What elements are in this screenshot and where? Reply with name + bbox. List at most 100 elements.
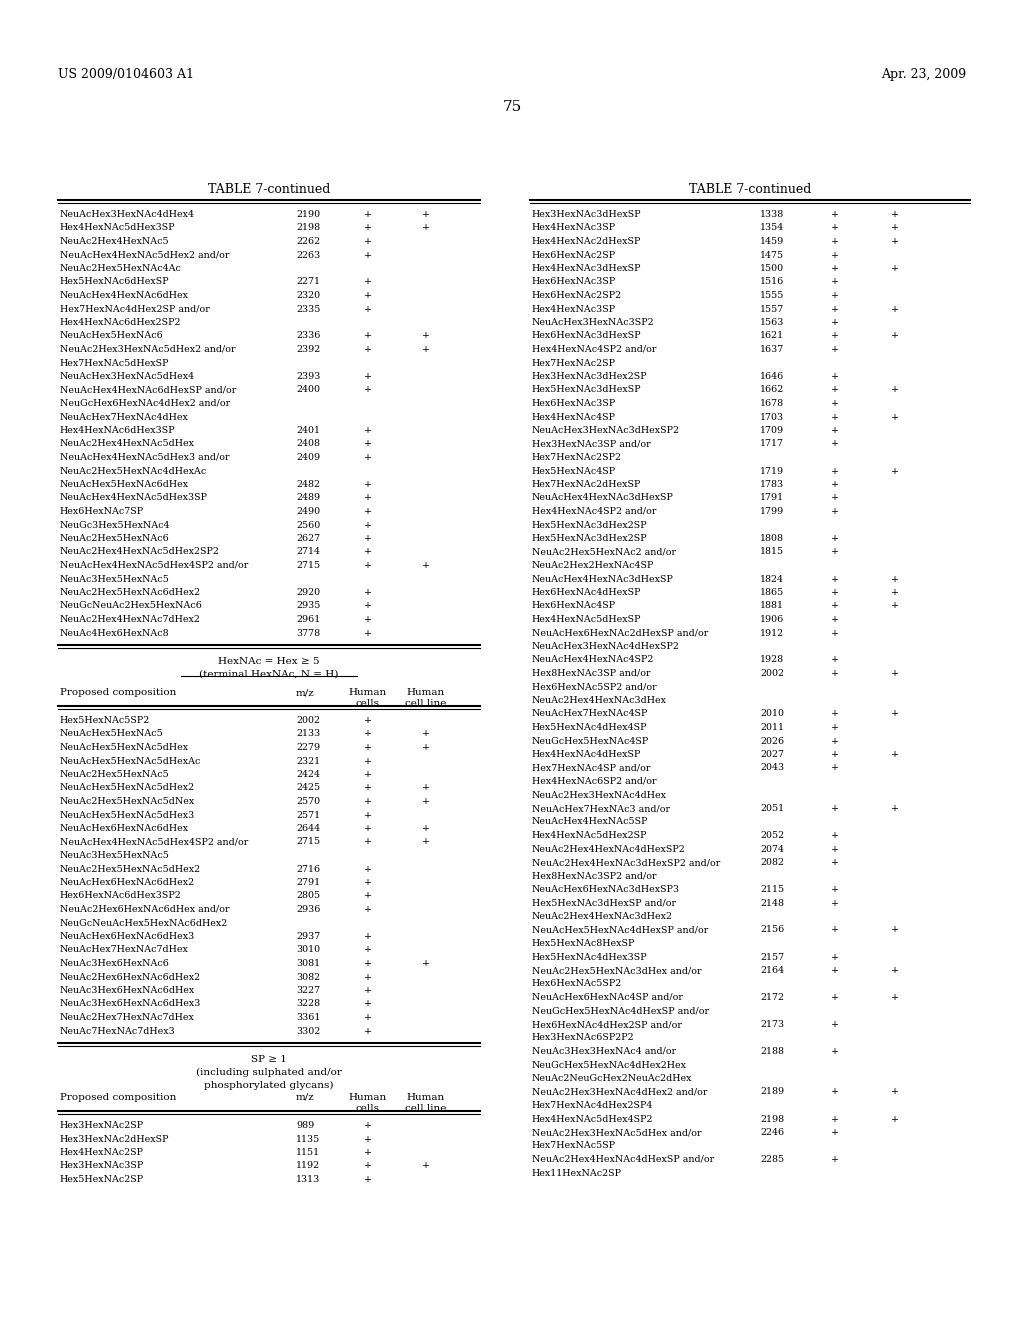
Text: +: + <box>831 953 839 961</box>
Text: Hex4HexNAc2dHexSP: Hex4HexNAc2dHexSP <box>532 238 641 246</box>
Text: 2011: 2011 <box>760 723 784 733</box>
Text: +: + <box>364 715 372 725</box>
Text: +: + <box>831 1129 839 1137</box>
Text: +: + <box>831 305 839 314</box>
Text: +: + <box>891 750 899 759</box>
Text: cell line: cell line <box>406 700 446 708</box>
Text: Hex7HexNAc4dHex2SP4: Hex7HexNAc4dHex2SP4 <box>532 1101 653 1110</box>
Text: 2961: 2961 <box>296 615 321 624</box>
Text: 2935: 2935 <box>296 602 321 610</box>
Text: 2320: 2320 <box>296 290 321 300</box>
Text: NeuAcHex5HexNAc4dHexSP and/or: NeuAcHex5HexNAc4dHexSP and/or <box>532 925 709 935</box>
Text: Hex5HexNAc4SP: Hex5HexNAc4SP <box>532 466 616 475</box>
Text: 1313: 1313 <box>296 1175 321 1184</box>
Text: +: + <box>831 656 839 664</box>
Text: +: + <box>831 750 839 759</box>
Text: +: + <box>364 210 372 219</box>
Text: +: + <box>891 264 899 273</box>
Text: +: + <box>831 845 839 854</box>
Text: +: + <box>364 986 372 995</box>
Text: +: + <box>831 507 839 516</box>
Text: Hex4HexNAc2SP: Hex4HexNAc2SP <box>60 1148 144 1158</box>
Text: Hex4HexNAc6SP2 and/or: Hex4HexNAc6SP2 and/or <box>532 777 656 785</box>
Text: 2716: 2716 <box>296 865 321 874</box>
Text: NeuAcHex3HexNAc4dHex4: NeuAcHex3HexNAc4dHex4 <box>60 210 195 219</box>
Text: Hex4HexNAc3SP: Hex4HexNAc3SP <box>532 223 616 232</box>
Text: 2424: 2424 <box>296 770 319 779</box>
Text: +: + <box>364 932 372 941</box>
Text: +: + <box>364 837 372 846</box>
Text: +: + <box>831 602 839 610</box>
Text: +: + <box>364 743 372 752</box>
Text: Proposed composition: Proposed composition <box>60 688 176 697</box>
Text: NeuAc2Hex7HexNAc7dHex: NeuAc2Hex7HexNAc7dHex <box>60 1012 195 1022</box>
Text: +: + <box>831 1088 839 1097</box>
Text: +: + <box>891 925 899 935</box>
Text: 2026: 2026 <box>760 737 784 746</box>
Text: +: + <box>422 331 430 341</box>
Text: NeuAc2Hex3HexNAc5dHex and/or: NeuAc2Hex3HexNAc5dHex and/or <box>532 1129 701 1137</box>
Text: +: + <box>831 210 839 219</box>
Text: 2936: 2936 <box>296 906 321 913</box>
Text: +: + <box>364 1175 372 1184</box>
Text: +: + <box>364 535 372 543</box>
Text: NeuAcHex4HexNAc5SP: NeuAcHex4HexNAc5SP <box>532 817 648 826</box>
Text: +: + <box>364 520 372 529</box>
Text: Hex7HexNAc4dHex2SP and/or: Hex7HexNAc4dHex2SP and/or <box>60 305 210 314</box>
Text: Hex5HexNAc4dHex3SP: Hex5HexNAc4dHex3SP <box>532 953 647 961</box>
Text: 1500: 1500 <box>760 264 784 273</box>
Text: NeuAc2Hex3HexNAc4dHex: NeuAc2Hex3HexNAc4dHex <box>532 791 667 800</box>
Text: 2805: 2805 <box>296 891 321 900</box>
Text: 1928: 1928 <box>760 656 784 664</box>
Text: Hex3HexNAc3dHex2SP: Hex3HexNAc3dHex2SP <box>532 372 647 381</box>
Text: 1815: 1815 <box>760 548 784 557</box>
Text: +: + <box>422 223 430 232</box>
Text: cell line: cell line <box>406 1104 446 1113</box>
Text: 1824: 1824 <box>760 574 784 583</box>
Text: Hex6HexNAc3dHexSP: Hex6HexNAc3dHexSP <box>532 331 642 341</box>
Text: Hex5HexNAc6dHexSP: Hex5HexNAc6dHexSP <box>60 277 170 286</box>
Text: NeuAc2Hex5HexNAc5: NeuAc2Hex5HexNAc5 <box>60 770 170 779</box>
Text: Hex6HexNAc3SP: Hex6HexNAc3SP <box>532 277 616 286</box>
Text: +: + <box>831 1047 839 1056</box>
Text: NeuAc2Hex5HexNAc4dHexAc: NeuAc2Hex5HexNAc4dHexAc <box>60 466 207 475</box>
Text: +: + <box>831 345 839 354</box>
Text: 1563: 1563 <box>760 318 784 327</box>
Text: +: + <box>364 494 372 503</box>
Text: Hex8HexNAc3SP2 and/or: Hex8HexNAc3SP2 and/or <box>532 871 656 880</box>
Text: +: + <box>364 1027 372 1035</box>
Text: Hex4HexNAc4dHexSP: Hex4HexNAc4dHexSP <box>532 750 641 759</box>
Text: Hex7HexNAc2SP2: Hex7HexNAc2SP2 <box>532 453 622 462</box>
Text: +: + <box>364 480 372 488</box>
Text: 1703: 1703 <box>760 412 784 421</box>
Text: +: + <box>891 966 899 975</box>
Text: 1808: 1808 <box>760 535 784 543</box>
Text: Hex7HexNAc5SP: Hex7HexNAc5SP <box>532 1142 616 1151</box>
Text: NeuAc2Hex4HexNAc3dHex: NeuAc2Hex4HexNAc3dHex <box>532 696 667 705</box>
Text: 2148: 2148 <box>760 899 784 908</box>
Text: 1678: 1678 <box>760 399 784 408</box>
Text: Hex4HexNAc6dHex3SP: Hex4HexNAc6dHex3SP <box>60 426 176 436</box>
Text: +: + <box>364 797 372 807</box>
Text: Hex4HexNAc4SP: Hex4HexNAc4SP <box>532 412 616 421</box>
Text: NeuAc2Hex3HexNAc4dHex2 and/or: NeuAc2Hex3HexNAc4dHex2 and/or <box>532 1088 708 1097</box>
Text: NeuAc2Hex4HexNAc7dHex2: NeuAc2Hex4HexNAc7dHex2 <box>60 615 201 624</box>
Text: +: + <box>831 587 839 597</box>
Text: 2571: 2571 <box>296 810 321 820</box>
Text: +: + <box>422 824 430 833</box>
Text: Human: Human <box>349 688 387 697</box>
Text: NeuAc2Hex5HexNAc2 and/or: NeuAc2Hex5HexNAc2 and/or <box>532 548 676 557</box>
Text: NeuAcHex4HexNAc3dHexSP: NeuAcHex4HexNAc3dHexSP <box>532 494 674 503</box>
Text: m/z: m/z <box>296 1093 314 1102</box>
Text: +: + <box>364 756 372 766</box>
Text: 2400: 2400 <box>296 385 319 395</box>
Text: NeuAcHex6HexNAc4SP and/or: NeuAcHex6HexNAc4SP and/or <box>532 993 683 1002</box>
Text: +: + <box>364 865 372 874</box>
Text: NeuAc2Hex5HexNAc4Ac: NeuAc2Hex5HexNAc4Ac <box>60 264 182 273</box>
Text: Hex3HexNAc6SP2P2: Hex3HexNAc6SP2P2 <box>532 1034 635 1043</box>
Text: Hex5HexNAc4dHex4SP: Hex5HexNAc4dHex4SP <box>532 723 647 733</box>
Text: +: + <box>831 466 839 475</box>
Text: NeuAc2Hex4HexNAc3dHex2: NeuAc2Hex4HexNAc3dHex2 <box>532 912 673 921</box>
Text: +: + <box>364 251 372 260</box>
Text: 2262: 2262 <box>296 238 321 246</box>
